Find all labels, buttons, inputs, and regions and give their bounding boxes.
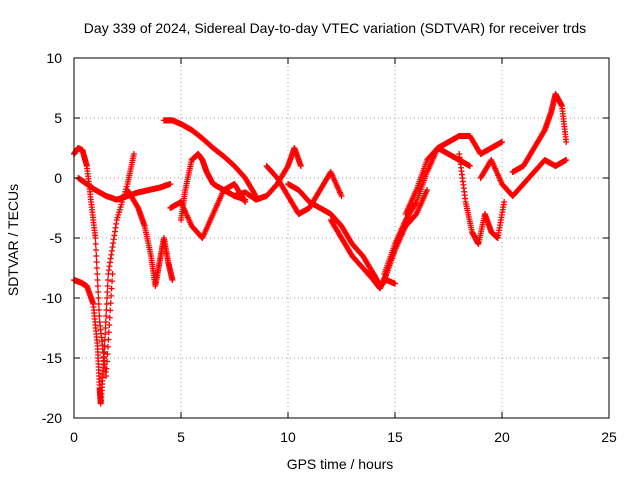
x-tick-label: 20 (494, 429, 510, 445)
series-arc-O (477, 157, 570, 199)
series-arc-D (124, 187, 176, 289)
data-point (93, 253, 100, 259)
y-tick-label: -15 (42, 350, 62, 366)
series-arc-F (178, 151, 249, 223)
data-point (93, 259, 100, 265)
data-point (106, 314, 113, 321)
x-axis-ticks: 0 5 10 15 20 25 (70, 58, 617, 445)
data-point (104, 277, 111, 283)
data-point (94, 277, 101, 283)
series-arc-I (263, 163, 345, 217)
y-tick-label: -20 (42, 410, 62, 426)
data-point (167, 181, 174, 187)
series-arc-P (509, 91, 570, 175)
data-point (501, 199, 508, 205)
data-point (107, 307, 114, 314)
x-tick-label: 5 (177, 429, 185, 445)
x-tick-label: 15 (387, 429, 403, 445)
data-point (563, 139, 570, 145)
series-arc-G (167, 181, 249, 241)
series-arc-M (402, 133, 505, 217)
data-points (71, 91, 570, 407)
y-tick-label: 10 (46, 50, 62, 66)
data-point (104, 289, 111, 295)
data-point (105, 336, 112, 343)
x-tick-label: 25 (601, 429, 617, 445)
data-point (108, 292, 115, 299)
data-point (96, 313, 103, 319)
data-point (242, 199, 249, 205)
data-point (169, 277, 176, 283)
series-arc-E (160, 117, 259, 199)
data-point (94, 283, 101, 289)
data-point (104, 358, 111, 365)
series-arc-C (75, 175, 174, 203)
data-point (466, 163, 473, 169)
data-point (104, 283, 111, 289)
data-point (103, 301, 110, 307)
data-point (108, 285, 115, 292)
y-tick-label: -5 (50, 230, 63, 246)
data-point (297, 163, 304, 169)
data-point (92, 235, 99, 241)
grid (74, 58, 609, 418)
series-arc-A (71, 151, 137, 407)
data-point (96, 307, 103, 313)
data-point (104, 295, 111, 301)
data-point (95, 289, 102, 295)
x-tick-label: 0 (70, 429, 78, 445)
data-point (338, 193, 345, 199)
data-point (92, 241, 99, 247)
chart-title: Day 339 of 2024, Sidereal Day-to-day VTE… (84, 20, 586, 36)
data-point (103, 373, 110, 379)
data-point (104, 343, 111, 350)
data-point (102, 319, 109, 325)
data-point (102, 325, 109, 331)
x-tick-label: 10 (280, 429, 296, 445)
y-tick-label: -10 (42, 290, 62, 306)
series-arc-H (231, 145, 304, 203)
data-point (412, 200, 419, 207)
data-point (105, 329, 112, 336)
y-tick-label: 5 (54, 110, 62, 126)
data-point (107, 300, 114, 307)
data-point (93, 247, 100, 253)
data-point (106, 322, 113, 328)
data-point (109, 271, 116, 277)
series-arc-L (381, 145, 473, 277)
series-arc-N (456, 151, 508, 247)
data-point (130, 151, 137, 157)
data-point (392, 280, 398, 287)
data-point (94, 271, 101, 277)
data-point (424, 187, 431, 193)
data-point (563, 157, 570, 163)
data-point (95, 295, 102, 301)
data-point (103, 365, 110, 372)
data-point (109, 278, 116, 285)
data-point (93, 265, 100, 271)
y-tick-label: 0 (54, 170, 62, 186)
data-point (499, 139, 505, 145)
data-point (103, 313, 110, 319)
data-point (95, 301, 102, 307)
x-axis-title: GPS time / hours (287, 456, 394, 472)
data-point (241, 197, 248, 204)
y-axis-ticks: 10 5 0 -5 -10 -15 -20 (42, 50, 609, 426)
y-axis-title: SDTVAR / TECUs (5, 184, 21, 296)
data-point (104, 351, 111, 358)
